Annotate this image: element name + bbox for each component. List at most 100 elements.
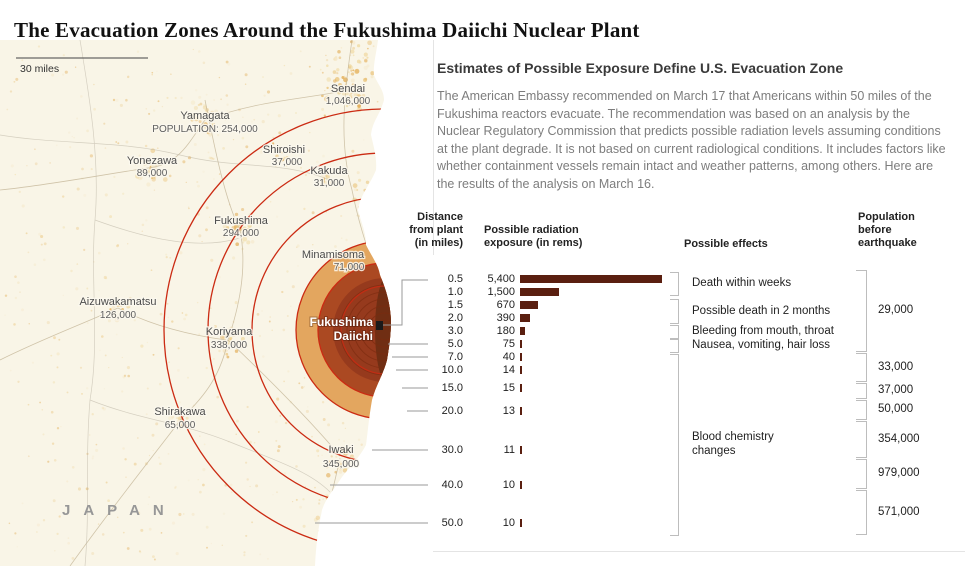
rems-value: 11 — [503, 444, 515, 456]
evacuation-map: 30 miles Yamagata POPULATION: 254,000 Se… — [0, 40, 430, 566]
city-pop-kakuda: 31,000 — [314, 178, 345, 189]
distance-value: 1.5 — [447, 299, 463, 311]
population-value: 979,000 — [878, 467, 920, 479]
panel-bottom-rule — [433, 551, 965, 552]
population-value: 33,000 — [878, 360, 914, 373]
coastal-dark-strip — [375, 274, 391, 386]
map-land — [0, 40, 391, 566]
effect-label: Nausea, vomiting, hair loss — [692, 339, 831, 351]
population-bracket — [856, 421, 867, 458]
plant-label-line1: Fukushima — [310, 315, 374, 329]
distance-value: 15.0 — [441, 382, 463, 394]
distance-value: 2.0 — [447, 312, 463, 324]
city-pop-fukushima-city: 294,000 — [223, 228, 260, 239]
effects-bracket — [670, 299, 679, 324]
effect-label: Possible death in 2 months — [692, 304, 831, 317]
rems-bar — [520, 366, 522, 374]
rems-value: 40 — [502, 351, 515, 363]
rems-bar — [520, 314, 531, 322]
distance-value: 20.0 — [441, 405, 463, 417]
rems-bar — [520, 340, 522, 348]
city-label-kakuda: Kakuda — [310, 165, 348, 177]
rems-value: 390 — [496, 312, 515, 324]
population-value: 354,000 — [878, 432, 920, 445]
rems-value: 1,500 — [487, 286, 515, 298]
connector-plant-elbow — [383, 279, 428, 326]
population-bracket — [856, 383, 867, 399]
city-pop-yamagata: POPULATION: 254,000 — [152, 124, 258, 135]
distance-value: 30.0 — [441, 444, 463, 456]
city-pop-minamisoma: 71,000 — [334, 262, 365, 273]
city-pop-iwaki: 345,000 — [323, 459, 360, 470]
distance-value: 0.5 — [447, 273, 463, 285]
rems-bar — [520, 446, 522, 454]
evacuation-zones — [163, 108, 391, 552]
distance-value: 3.0 — [447, 325, 463, 337]
column-header-effects: Possible effects — [684, 238, 768, 250]
city-pop-koriyama: 338,000 — [211, 340, 248, 351]
effect-label: Death within weeks — [692, 277, 792, 289]
map-svg: 30 miles Yamagata POPULATION: 254,000 Se… — [0, 40, 428, 566]
column-header-distance: Distance from plant (in miles) — [409, 211, 463, 249]
rems-value: 180 — [496, 325, 515, 337]
population-bracket — [856, 459, 867, 489]
distance-value: 50.0 — [441, 517, 463, 529]
city-label-fukushima-city: Fukushima — [214, 215, 269, 227]
scale-label: 30 miles — [20, 63, 59, 75]
city-label-iwaki: Iwaki — [328, 444, 353, 456]
city-label-koriyama: Koriyama — [206, 326, 253, 338]
city-label-shiroishi: Shiroishi — [263, 144, 305, 156]
rems-value: 75 — [502, 338, 515, 350]
plant-marker — [376, 321, 383, 330]
rems-value: 5,400 — [487, 273, 515, 285]
population-value: 37,000 — [878, 384, 914, 396]
distance-value: 7.0 — [447, 351, 463, 363]
population-bracket — [856, 400, 867, 420]
rems-value: 10 — [502, 517, 515, 529]
city-label-shirakawa: Shirakawa — [154, 406, 206, 418]
rems-value: 15 — [502, 382, 515, 394]
distance-value: 1.0 — [447, 286, 463, 298]
city-label-yonezawa: Yonezawa — [127, 155, 178, 167]
rems-bar — [520, 275, 662, 283]
population-bracket — [856, 270, 867, 352]
population-bracket — [856, 490, 867, 535]
effect-label: Blood chemistry changes — [692, 431, 774, 457]
rems-bar — [520, 407, 522, 415]
rems-bar — [520, 301, 538, 309]
city-pop-shiroishi: 37,000 — [272, 157, 303, 168]
rems-value: 10 — [502, 479, 515, 491]
rems-bar — [520, 288, 560, 296]
distance-value: 5.0 — [447, 338, 463, 350]
effect-label: Bleeding from mouth, throat — [692, 325, 834, 337]
rems-bar — [520, 384, 522, 392]
effects-bracket — [670, 339, 679, 353]
column-header-radiation: Possible radiation exposure (in rems) — [484, 224, 583, 249]
city-pop-yonezawa: 89,000 — [137, 168, 168, 179]
effects-bracket — [670, 272, 679, 296]
rems-bar — [520, 353, 522, 361]
city-pop-sendai: 1,046,000 — [326, 96, 371, 107]
panel-body: The American Embassy recommended on Marc… — [437, 89, 946, 191]
rems-bar — [520, 481, 522, 489]
city-label-sendai: Sendai — [331, 83, 365, 95]
map-connector-lines — [315, 279, 428, 524]
country-label: JAPAN — [62, 502, 177, 519]
city-pop-aizuwakamatsu: 126,000 — [100, 310, 137, 321]
city-labels: Yamagata POPULATION: 254,000 Sendai 1,04… — [78, 82, 372, 472]
effects-bracket — [670, 325, 679, 339]
city-pop-shirakawa: 65,000 — [165, 420, 196, 431]
city-label-yamagata: Yamagata — [180, 110, 230, 122]
plant-label-line2: Daiichi — [334, 329, 373, 343]
column-header-population: Population before earthquake — [858, 211, 917, 249]
effects-bracket — [670, 354, 679, 536]
city-label-aizuwakamatsu: Aizuwakamatsu — [79, 296, 156, 308]
rems-value: 13 — [502, 405, 515, 417]
page-title: The Evacuation Zones Around the Fukushim… — [14, 18, 640, 43]
rems-bar — [520, 327, 525, 335]
population-value: 50,000 — [878, 403, 914, 415]
rems-bar — [520, 519, 522, 527]
distance-value: 10.0 — [441, 364, 463, 376]
population-bracket — [856, 353, 867, 382]
